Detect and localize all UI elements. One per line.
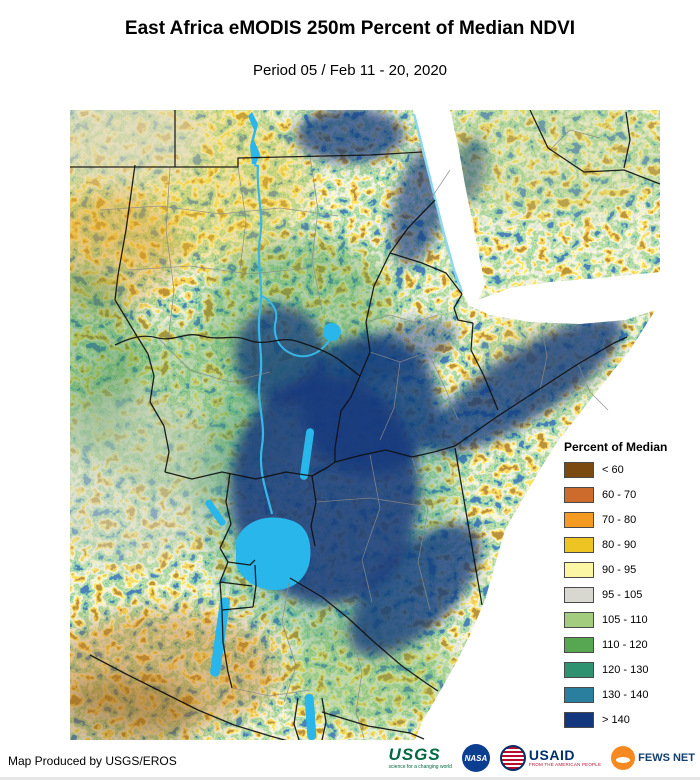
legend-item: 90 - 95 <box>564 562 667 578</box>
legend-item: 80 - 90 <box>564 537 667 553</box>
lake-victoria <box>236 517 311 590</box>
ndvi-map-image <box>70 110 660 740</box>
page-subtitle: Period 05 / Feb 11 - 20, 2020 <box>252 62 448 79</box>
legend-label: 110 - 120 <box>602 639 648 651</box>
fewsnet-icon <box>611 746 636 770</box>
legend-label: 130 - 140 <box>602 689 649 701</box>
usaid-logo-tagline: FROM THE AMERICAN PEOPLE <box>528 762 602 768</box>
page-title: East Africa eMODIS 250m Percent of Media… <box>124 18 576 39</box>
legend-title: Percent of Median <box>564 440 668 454</box>
logo-strip: USGS science for a changing world NASA U… <box>389 741 695 775</box>
bottom-edge <box>0 777 700 780</box>
usaid-seal-icon <box>499 745 526 771</box>
legend-swatch <box>564 512 594 528</box>
legend-label: 70 - 80 <box>602 514 637 526</box>
map-credit: Map Produced by USGS/EROS <box>8 754 177 768</box>
legend-swatch <box>564 587 594 603</box>
red-sea-coastal-water <box>412 113 464 293</box>
white-nile-river <box>253 163 274 515</box>
gulf-of-aden <box>470 272 660 324</box>
usgs-logo-text: USGS <box>388 745 441 764</box>
legend-item: 120 - 130 <box>564 662 667 678</box>
usaid-logo: USAID FROM THE AMERICAN PEOPLE <box>499 745 602 771</box>
legend-item: > 140 <box>564 712 667 728</box>
legend-swatch <box>564 462 594 478</box>
legend: Percent of Median < 60 60 - 70 70 - 80 80 -… <box>562 438 672 741</box>
legend-item: 105 - 110 <box>564 612 667 628</box>
legend-item: 95 - 105 <box>564 587 667 603</box>
legend-swatch <box>564 687 594 703</box>
legend-swatch <box>564 712 594 728</box>
red-sea <box>413 110 485 306</box>
lake-tanganyika <box>210 597 230 677</box>
lakes-and-rivers <box>205 112 464 740</box>
legend-label: 120 - 130 <box>602 664 649 676</box>
fewsnet-logo: FEWS NET <box>611 746 695 770</box>
legend-swatch <box>564 637 594 653</box>
legend-item: 60 - 70 <box>564 487 667 503</box>
admin-borders <box>99 129 609 739</box>
legend-label: 95 - 105 <box>602 589 643 601</box>
legend-item: 110 - 120 <box>564 637 667 653</box>
nasa-logo-text: NASA <box>464 753 488 763</box>
lake-tana <box>323 323 341 341</box>
legend-swatch <box>564 537 594 553</box>
ndvi-map <box>70 110 660 740</box>
lake-malawi <box>304 693 317 740</box>
country-borders <box>70 110 660 740</box>
legend-label: 60 - 70 <box>602 489 637 501</box>
lake-albert <box>205 499 226 526</box>
legend-item: 130 - 140 <box>564 687 667 703</box>
high-ndvi-regions <box>230 110 624 657</box>
usgs-logo-tagline: science for a changing world <box>388 764 452 770</box>
legend-swatch <box>564 487 594 503</box>
lake-nasser <box>248 112 260 164</box>
legend-swatch <box>564 562 594 578</box>
legend-swatch <box>564 662 594 678</box>
legend-items: < 60 60 - 70 70 - 80 80 - 90 90 - 95 95 - 105… <box>564 462 667 728</box>
legend-label: < 60 <box>602 464 624 476</box>
legend-label: 105 - 110 <box>602 614 648 626</box>
usgs-logo: USGS science for a changing world <box>389 746 452 770</box>
fewsnet-logo-text: FEWS NET <box>638 752 695 764</box>
usaid-logo-text: USAID <box>528 747 575 764</box>
nasa-logo: NASA <box>461 744 490 772</box>
legend-swatch <box>564 612 594 628</box>
legend-item: 70 - 80 <box>564 512 667 528</box>
legend-label: 90 - 95 <box>602 564 637 576</box>
legend-label: 80 - 90 <box>602 539 637 551</box>
legend-item: < 60 <box>564 462 667 478</box>
lake-turkana <box>299 428 315 480</box>
legend-label: > 140 <box>602 714 630 726</box>
